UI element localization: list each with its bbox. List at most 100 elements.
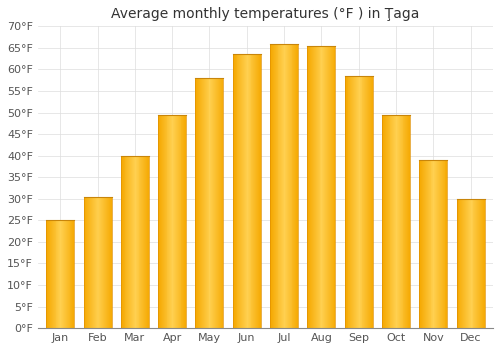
Bar [320, 46, 322, 328]
Bar [233, 54, 234, 328]
Bar [257, 54, 258, 328]
Bar [432, 160, 434, 328]
Bar [346, 76, 348, 328]
Bar [96, 197, 98, 328]
Bar [396, 115, 397, 328]
Bar [135, 156, 136, 328]
Bar [479, 199, 480, 328]
Bar [92, 197, 93, 328]
Bar [173, 115, 174, 328]
Bar [329, 46, 330, 328]
Bar [332, 46, 334, 328]
Bar [108, 197, 110, 328]
Bar [270, 43, 271, 328]
Bar [366, 76, 367, 328]
Bar [434, 160, 435, 328]
Bar [275, 43, 276, 328]
Bar [240, 54, 241, 328]
Bar [430, 160, 432, 328]
Bar [252, 54, 254, 328]
Bar [162, 115, 163, 328]
Bar [383, 115, 384, 328]
Bar [243, 54, 244, 328]
Bar [465, 199, 466, 328]
Bar [70, 220, 72, 328]
Bar [255, 54, 256, 328]
Bar [313, 46, 314, 328]
Bar [64, 220, 65, 328]
Bar [316, 46, 318, 328]
Bar [168, 115, 170, 328]
Bar [121, 156, 122, 328]
Bar [222, 78, 224, 328]
Bar [365, 76, 366, 328]
Bar [236, 54, 238, 328]
Bar [442, 160, 444, 328]
Bar [426, 160, 427, 328]
Bar [353, 76, 354, 328]
Bar [423, 160, 424, 328]
Bar [382, 115, 383, 328]
Bar [215, 78, 216, 328]
Bar [131, 156, 132, 328]
Bar [287, 43, 288, 328]
Bar [352, 76, 353, 328]
Bar [286, 43, 287, 328]
Bar [474, 199, 476, 328]
Bar [124, 156, 126, 328]
Bar [61, 220, 62, 328]
Bar [63, 220, 64, 328]
Bar [395, 115, 396, 328]
Bar [208, 78, 210, 328]
Bar [384, 115, 385, 328]
Bar [220, 78, 222, 328]
Bar [435, 160, 436, 328]
Bar [436, 160, 437, 328]
Bar [143, 156, 144, 328]
Bar [180, 115, 182, 328]
Bar [311, 46, 312, 328]
Bar [406, 115, 407, 328]
Bar [245, 54, 246, 328]
Bar [369, 76, 370, 328]
Bar [258, 54, 259, 328]
Bar [86, 197, 87, 328]
Bar [462, 199, 463, 328]
Bar [464, 199, 465, 328]
Bar [160, 115, 161, 328]
Bar [138, 156, 140, 328]
Bar [178, 115, 180, 328]
Bar [427, 160, 428, 328]
Bar [182, 115, 184, 328]
Bar [145, 156, 146, 328]
Bar [248, 54, 250, 328]
Bar [297, 43, 298, 328]
Bar [407, 115, 408, 328]
Bar [199, 78, 200, 328]
Bar [348, 76, 350, 328]
Bar [201, 78, 202, 328]
Bar [441, 160, 442, 328]
Bar [334, 46, 336, 328]
Bar [472, 199, 474, 328]
Bar [90, 197, 91, 328]
Bar [278, 43, 280, 328]
Bar [294, 43, 296, 328]
Bar [219, 78, 220, 328]
Bar [399, 115, 400, 328]
Bar [106, 197, 107, 328]
Bar [49, 220, 50, 328]
Bar [357, 76, 358, 328]
Bar [284, 43, 285, 328]
Bar [282, 43, 283, 328]
Bar [466, 199, 467, 328]
Bar [480, 199, 481, 328]
Bar [483, 199, 484, 328]
Bar [177, 115, 178, 328]
Bar [476, 199, 477, 328]
Bar [274, 43, 275, 328]
Bar [212, 78, 213, 328]
Bar [100, 197, 101, 328]
Bar [54, 220, 56, 328]
Bar [456, 199, 458, 328]
